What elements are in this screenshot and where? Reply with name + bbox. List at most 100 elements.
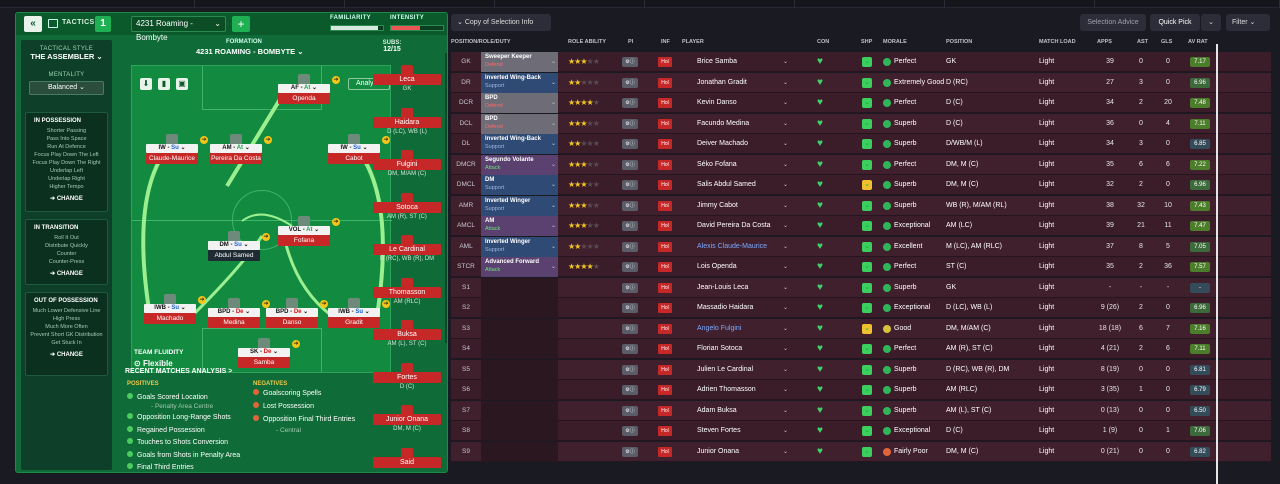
player-name[interactable]: Pereira Da Costa <box>210 153 262 164</box>
table-row[interactable]: AML Inverted Winger Support ⌄ ★★★★★ ⚙ⓘ Hol Alex… <box>451 236 1271 257</box>
player-name[interactable]: Medina <box>208 317 260 328</box>
column-header[interactable]: AV RAT <box>1188 39 1208 45</box>
tactical-style-name[interactable]: THE ASSEMBLER ⌄ <box>30 52 103 61</box>
player-name[interactable]: Jean-Louis Leca <box>697 283 749 291</box>
table-row[interactable]: STCR Advanced Forward Attack ⌄ ★★★★★ ⚙ⓘ Hol Loi… <box>451 257 1271 277</box>
chevron-down-icon[interactable]: ⌄ <box>783 59 789 65</box>
collapse-button[interactable]: « <box>24 16 42 32</box>
sub-player[interactable]: Junior Onana DM, M (C) <box>373 405 441 433</box>
chevron-down-icon[interactable]: ⌄ <box>783 161 789 168</box>
player-instructions-button[interactable]: ⚙ⓘ <box>622 241 638 252</box>
player-name[interactable]: Jonathan Gradit <box>697 78 747 86</box>
column-header[interactable]: MORALE <box>883 39 907 45</box>
player-name[interactable]: Séko Fofana <box>697 160 737 168</box>
player-instructions-button[interactable]: ⚙ⓘ <box>622 221 638 231</box>
player-role[interactable]: IW - Su ⌄ <box>328 144 380 153</box>
change-possession-button[interactable]: ➔ CHANGE <box>50 196 83 202</box>
role-duty-selector[interactable] <box>481 359 558 380</box>
role-duty-selector[interactable]: Sweeper Keeper Defend ⌄ <box>481 52 558 72</box>
role-duty-selector[interactable]: Segundo Volante Attack ⌄ <box>481 154 558 175</box>
player-name[interactable]: Salis Abdul Samed <box>697 181 756 188</box>
player-name[interactable]: Danso <box>266 317 318 328</box>
chevron-down-icon[interactable]: ⌄ <box>783 120 789 127</box>
player-role[interactable]: SK - De ⌄ <box>238 348 290 357</box>
player-instructions-button[interactable]: ⚙ⓘ <box>622 180 638 190</box>
player-instructions-button[interactable]: ⚙ⓘ <box>622 446 638 457</box>
player-role[interactable]: BPD - De ⌄ <box>266 308 318 317</box>
table-row[interactable]: S9 ⚙ⓘ Hol Junior Onana ⌄ ♥ ⌄ Fairly Poor DM, M (… <box>451 441 1271 462</box>
sub-name[interactable]: Buksa <box>373 329 441 340</box>
player-instructions-button[interactable]: ⚙ⓘ <box>622 303 638 313</box>
role-duty-selector[interactable] <box>481 400 558 421</box>
player-name[interactable]: Abdul Samed <box>208 250 260 261</box>
sub-name[interactable]: Le Cardinal <box>373 244 441 255</box>
mentality-dropdown[interactable]: Balanced ⌄ <box>29 81 104 95</box>
player-name[interactable]: Lois Openda <box>697 263 737 270</box>
sub-player[interactable]: Le Cardinal D (RC), WB (R), DM <box>373 235 441 263</box>
table-row[interactable]: AMR Inverted Winger Support ⌄ ★★★★★ ⚙ⓘ Hol Jimm… <box>451 195 1271 216</box>
role-duty-selector[interactable]: Inverted Winger Support ⌄ <box>481 236 558 257</box>
pitch-player-abdul-samed[interactable]: DM - Su ⌄ Abdul Samed <box>208 231 260 261</box>
player-name[interactable]: Steven Fortes <box>697 427 741 434</box>
player-instructions-button[interactable]: ⚙ⓘ <box>622 139 638 149</box>
table-row[interactable]: S6 ⚙ⓘ Hol Adrien Thomasson ⌄ ♥ ⌄ Superb AM (RLC)… <box>451 380 1271 400</box>
subs-scrollbar[interactable] <box>445 53 447 343</box>
chevron-down-icon[interactable]: ⌄ <box>783 100 789 106</box>
role-duty-selector[interactable]: Advanced Forward Attack ⌄ <box>481 257 558 277</box>
pitch-player-cabot[interactable]: IW - Su ⌄ Cabot <box>328 134 380 164</box>
column-header[interactable]: ROLE ABILITY <box>568 39 606 45</box>
sub-player[interactable]: Fulgini DM, M/AM (C) <box>373 150 441 178</box>
chevron-down-icon[interactable]: ⌄ <box>783 448 789 455</box>
chevron-down-icon[interactable]: ⌄ <box>783 325 789 332</box>
role-duty-selector[interactable]: BPD Defend ⌄ <box>481 113 558 134</box>
sub-player[interactable]: Leca GK <box>373 65 441 93</box>
chevron-down-icon[interactable]: ⌄ <box>783 366 789 373</box>
role-duty-selector[interactable]: DM Support ⌄ <box>481 175 558 195</box>
role-duty-selector[interactable]: Inverted Winger Support ⌄ <box>481 195 558 216</box>
sub-name[interactable]: Thomasson <box>373 286 441 298</box>
pitch-player-gradit[interactable]: IWB - Su ⌄ Gradit <box>328 298 380 328</box>
player-name[interactable]: Fofana <box>278 235 330 246</box>
player-name[interactable]: Alexis Claude-Maurice <box>697 242 768 250</box>
table-row[interactable]: S1 ⚙ⓘ Hol Jean-Louis Leca ⌄ ♥ ⌄ Superb GK Light - -… <box>451 277 1271 298</box>
player-name[interactable]: Jimmy Cabot <box>697 201 738 209</box>
column-header[interactable]: POSITION <box>946 39 973 45</box>
role-duty-selector[interactable]: BPD Defend ⌄ <box>481 93 558 113</box>
add-tactic-button[interactable]: + <box>232 16 250 32</box>
player-instructions-button[interactable]: ⚙ⓘ <box>622 159 638 170</box>
player-name[interactable]: Facundo Medina <box>697 119 750 127</box>
sub-name[interactable]: Sotoca <box>373 201 441 213</box>
role-duty-selector[interactable] <box>481 277 558 298</box>
player-name[interactable]: Massadio Haidara <box>697 304 754 311</box>
table-row[interactable]: S2 ⚙ⓘ Hol Massadio Haidara ⌄ ♥ ⌄ Exceptional D (… <box>451 298 1271 318</box>
player-name[interactable]: Junior Onana <box>697 447 740 455</box>
column-header[interactable]: AST <box>1137 39 1148 45</box>
role-duty-selector[interactable]: Inverted Wing-Back Support ⌄ <box>481 72 558 93</box>
column-header[interactable]: POSITION/ROLE/DUTY <box>451 39 511 45</box>
player-name[interactable]: Gradit <box>328 317 380 328</box>
player-role[interactable]: AM - At ⌄ <box>210 144 262 153</box>
chevron-down-icon[interactable]: ⌄ <box>783 305 789 311</box>
table-row[interactable]: DCL BPD Defend ⌄ ★★★★★ ⚙ⓘ Hol Facundo Medina ⌄ ♥ ⌄… <box>451 113 1271 134</box>
player-name[interactable]: Cabot <box>328 153 380 164</box>
player-role[interactable]: VOL - At ⌄ <box>278 226 330 235</box>
table-row[interactable]: S8 ⚙ⓘ Hol Steven Fortes ⌄ ♥ ⌄ Exceptional D (C) L… <box>451 421 1271 441</box>
player-role[interactable]: IWB - Su ⌄ <box>144 304 196 313</box>
sub-name[interactable]: Fortes <box>373 371 441 383</box>
column-header[interactable]: MATCH LOAD <box>1039 39 1076 45</box>
chevron-down-icon[interactable]: ⌄ <box>783 141 789 147</box>
column-header[interactable]: APPS <box>1097 39 1112 45</box>
player-role[interactable]: DM - Su ⌄ <box>208 241 260 250</box>
pitch-player-medina[interactable]: BPD - De ⌄ Medina <box>208 298 260 328</box>
player-name[interactable]: Angelo Fulgini <box>697 324 742 332</box>
player-name[interactable]: Claude-Maurice <box>146 153 198 164</box>
tactic-name-dropdown[interactable]: 4231 Roaming - Bombyte ⌄ <box>131 16 226 42</box>
table-row[interactable]: DR Inverted Wing-Back Support ⌄ ★★★★★ ⚙ⓘ Hol Jo… <box>451 72 1271 93</box>
player-instructions-button[interactable]: ⚙ⓘ <box>622 262 638 272</box>
sub-name[interactable]: Leca <box>373 74 441 85</box>
table-row[interactable]: GK Sweeper Keeper Defend ⌄ ★★★★★ ⚙ⓘ Hol Brice S… <box>451 52 1271 72</box>
player-instructions-button[interactable]: ⚙ⓘ <box>622 200 638 211</box>
role-duty-selector[interactable] <box>481 318 558 339</box>
player-instructions-button[interactable]: ⚙ⓘ <box>622 282 638 293</box>
player-instructions-button[interactable]: ⚙ⓘ <box>622 323 638 334</box>
